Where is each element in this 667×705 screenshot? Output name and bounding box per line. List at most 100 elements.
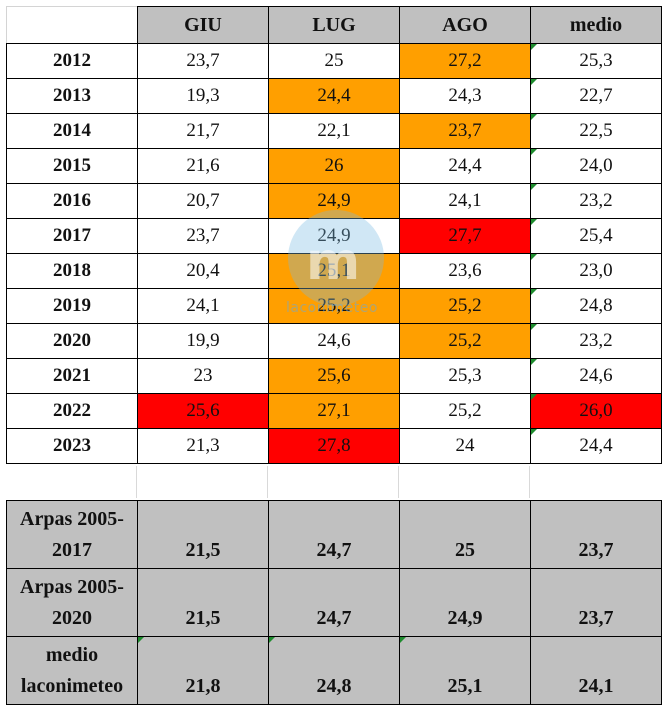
value-cell[interactable]: 22,1 [268, 113, 400, 149]
value-cell[interactable]: 24,4 [268, 78, 400, 114]
year-cell[interactable]: 2018 [6, 253, 138, 289]
header-corner-cell[interactable] [6, 6, 138, 44]
year-cell[interactable]: 2015 [6, 148, 138, 184]
value-cell[interactable]: 23,7 [399, 113, 531, 149]
summary-row: medio laconimeteo 21,8 24,8 25,1 24,1 [6, 636, 662, 705]
table-row: 2021 23 25,6 25,3 24,6 [6, 358, 662, 394]
value-cell[interactable]: 25,6 [137, 393, 269, 429]
summary-value-cell[interactable]: 24,7 [268, 568, 400, 637]
value-cell[interactable]: 23,7 [137, 43, 269, 79]
value-cell[interactable]: 27,8 [268, 428, 400, 464]
value-cell[interactable]: 24,4 [530, 428, 662, 464]
value-cell[interactable]: 23 [137, 358, 269, 394]
table-row: 2022 25,6 27,1 25,2 26,0 [6, 393, 662, 429]
value-cell[interactable]: 24,0 [530, 148, 662, 184]
value-cell[interactable]: 22,5 [530, 113, 662, 149]
value-cell[interactable]: 27,7 [399, 218, 531, 254]
value-cell[interactable]: 24,4 [399, 148, 531, 184]
summary-row: Arpas 2005- 2017 21,5 24,7 25 23,7 [6, 500, 662, 569]
value-cell[interactable]: 23,6 [399, 253, 531, 289]
summary-label-line: 2017 [52, 538, 92, 561]
year-cell[interactable]: 2020 [6, 323, 138, 359]
value-cell[interactable]: 27,2 [399, 43, 531, 79]
table-row: 2014 21,7 22,1 23,7 22,5 [6, 113, 662, 149]
year-cell[interactable]: 2019 [6, 288, 138, 324]
summary-value-cell[interactable]: 24,7 [268, 500, 400, 569]
summary-label-cell[interactable]: Arpas 2005- 2020 [6, 568, 138, 637]
year-cell[interactable]: 2012 [6, 43, 138, 79]
header-giu[interactable]: GIU [137, 6, 269, 44]
summary-value-cell[interactable]: 24,1 [530, 636, 662, 705]
table-row: 2017 23,7 24,9 27,7 25,4 [6, 218, 662, 254]
value-cell[interactable]: 21,7 [137, 113, 269, 149]
value-cell[interactable]: 23,2 [530, 323, 662, 359]
value-cell[interactable]: 25,2 [399, 393, 531, 429]
value-cell[interactable]: 24,9 [268, 183, 400, 219]
value-cell[interactable]: 26 [268, 148, 400, 184]
year-cell[interactable]: 2016 [6, 183, 138, 219]
value-cell[interactable]: 25,6 [268, 358, 400, 394]
year-cell[interactable]: 2013 [6, 78, 138, 114]
value-cell[interactable]: 24,1 [137, 288, 269, 324]
table-row: 2018 20,4 25,1 23,6 23,0 [6, 253, 662, 289]
summary-value-cell[interactable]: 24,8 [268, 636, 400, 705]
table-row: 2015 21,6 26 24,4 24,0 [6, 148, 662, 184]
value-cell[interactable]: 25,2 [268, 288, 400, 324]
value-cell[interactable]: 23,7 [137, 218, 269, 254]
value-cell[interactable]: 20,4 [137, 253, 269, 289]
value-cell[interactable]: 21,3 [137, 428, 269, 464]
summary-value-cell[interactable]: 21,5 [137, 500, 269, 569]
table-row: 2020 19,9 24,6 25,2 23,2 [6, 323, 662, 359]
value-cell[interactable]: 24,3 [399, 78, 531, 114]
summary-value-cell[interactable]: 25 [399, 500, 531, 569]
summary-value-cell[interactable]: 24,9 [399, 568, 531, 637]
value-cell[interactable]: 25 [268, 43, 400, 79]
summary-label-line: Arpas 2005- [20, 507, 124, 530]
year-cell[interactable]: 2014 [6, 113, 138, 149]
summary-row: Arpas 2005- 2020 21,5 24,7 24,9 23,7 [6, 568, 662, 637]
summary-label-cell[interactable]: medio laconimeteo [6, 636, 138, 705]
value-cell[interactable]: 22,7 [530, 78, 662, 114]
value-cell[interactable]: 21,6 [137, 148, 269, 184]
value-cell[interactable]: 23,2 [530, 183, 662, 219]
value-cell[interactable]: 24,6 [268, 323, 400, 359]
header-lug[interactable]: LUG [268, 6, 400, 44]
value-cell[interactable]: 25,3 [399, 358, 531, 394]
value-cell[interactable]: 26,0 [530, 393, 662, 429]
value-cell[interactable]: 24 [399, 428, 531, 464]
summary-value-cell[interactable]: 23,7 [530, 500, 662, 569]
summary-value-cell[interactable]: 21,8 [137, 636, 269, 705]
year-cell[interactable]: 2021 [6, 358, 138, 394]
year-cell[interactable]: 2023 [6, 428, 138, 464]
value-cell[interactable]: 19,3 [137, 78, 269, 114]
header-medio[interactable]: medio [530, 6, 662, 44]
year-cell[interactable]: 2022 [6, 393, 138, 429]
summary-value-cell[interactable]: 21,5 [137, 568, 269, 637]
value-cell[interactable]: 24,6 [530, 358, 662, 394]
value-cell[interactable]: 24,8 [530, 288, 662, 324]
table-row: 2019 24,1 25,2 25,2 24,8 [6, 288, 662, 324]
value-cell[interactable]: 25,2 [399, 323, 531, 359]
value-cell[interactable]: 24,9 [268, 218, 400, 254]
summary-value-cell[interactable]: 25,1 [399, 636, 531, 705]
value-cell[interactable]: 25,4 [530, 218, 662, 254]
value-cell[interactable]: 27,1 [268, 393, 400, 429]
value-cell[interactable]: 23,0 [530, 253, 662, 289]
summary-value-cell[interactable]: 23,7 [530, 568, 662, 637]
value-cell[interactable]: 25,1 [268, 253, 400, 289]
header-row: GIU LUG AGO medio [6, 6, 662, 44]
value-cell[interactable]: 24,1 [399, 183, 531, 219]
table-row: 2023 21,3 27,8 24 24,4 [6, 428, 662, 464]
header-ago[interactable]: AGO [399, 6, 531, 44]
value-cell[interactable]: 25,2 [399, 288, 531, 324]
value-cell[interactable]: 25,3 [530, 43, 662, 79]
summary-label-line: 2020 [52, 606, 92, 629]
summary-table: Arpas 2005- 2017 21,5 24,7 25 23,7 Arpas 2005-… [6, 500, 662, 705]
value-cell[interactable]: 19,9 [137, 323, 269, 359]
year-cell[interactable]: 2017 [6, 218, 138, 254]
summary-label-line: medio [45, 643, 99, 666]
value-cell[interactable]: 20,7 [137, 183, 269, 219]
summary-label-line: laconimeteo [20, 674, 124, 697]
summary-label-cell[interactable]: Arpas 2005- 2017 [6, 500, 138, 569]
